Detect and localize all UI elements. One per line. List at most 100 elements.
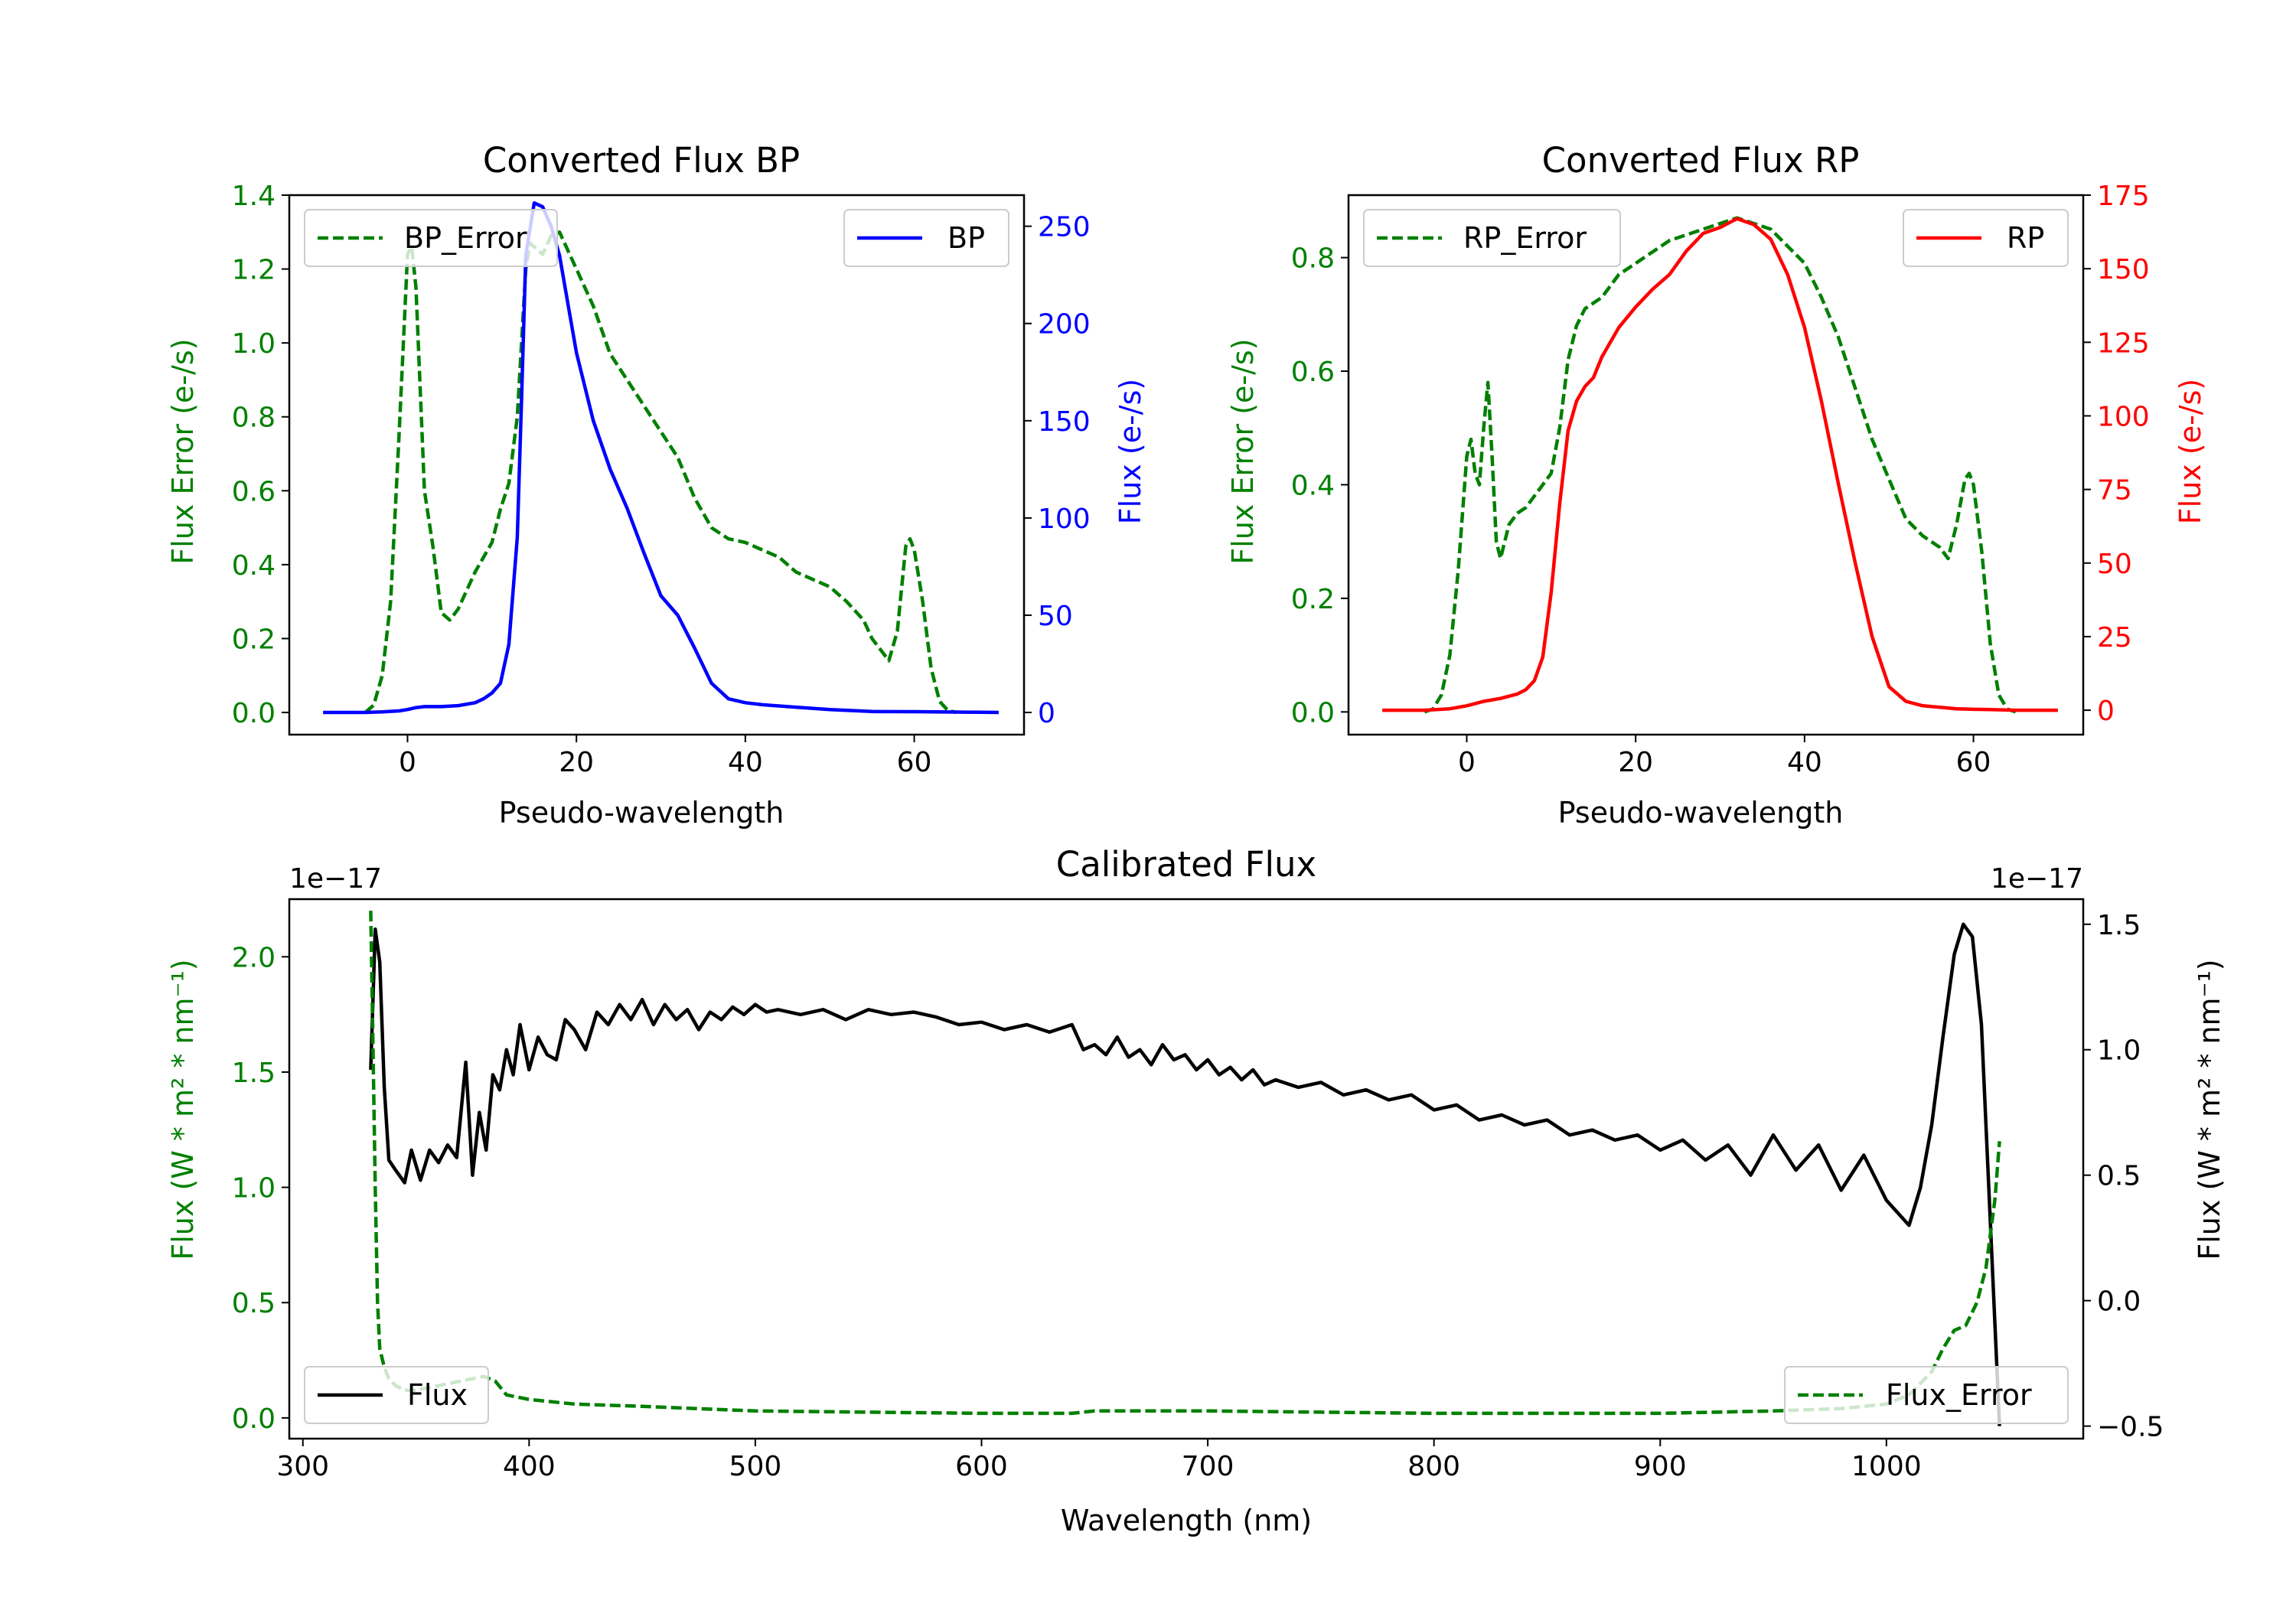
y-right-tick-label: 100 <box>2097 401 2150 432</box>
y-right-tick-label: 100 <box>1038 504 1091 535</box>
plot-frame <box>288 194 1026 736</box>
legend-left: BP_Error <box>304 209 558 267</box>
x-tick-label: 700 <box>1182 1451 1234 1482</box>
series-line-flux <box>369 922 2001 1426</box>
chart-title: Converted Flux BP <box>483 140 800 181</box>
y-left-tick-label: 1.0 <box>232 328 276 360</box>
plot-frame <box>288 898 2085 1440</box>
series-line-bp-error <box>364 230 957 715</box>
y-left-tick-label: 0.0 <box>232 1403 276 1435</box>
x-axis-label: Pseudo-wavelength <box>499 796 784 830</box>
y-left-tick-label: 2.0 <box>232 942 276 973</box>
legend-label-rp: RP <box>2007 221 2044 255</box>
x-tick-label: 60 <box>897 747 932 778</box>
ticks-layer: 0 20 40 60 0.0 0.2 0.4 0.6 0.8 1.0 1.2 1.4 0 50 100 150… <box>232 181 1091 778</box>
ticks-layer: 0 20 40 60 0.0 0.2 0.4 0.6 0.8 0 25 50 75 100 125 150 17… <box>1291 181 2150 778</box>
x-axis-label: Wavelength (nm) <box>1061 1504 1312 1537</box>
x-tick-label: 1000 <box>1851 1451 1922 1482</box>
series-line-rp <box>1382 217 2058 712</box>
plot-frame <box>1347 194 2085 736</box>
legend-box <box>304 1366 489 1424</box>
y-left-tick-label: 0.4 <box>1291 470 1335 501</box>
y-right-tick-label: 1.0 <box>2097 1035 2141 1067</box>
x-tick-label: 600 <box>955 1451 1008 1482</box>
y-axis-left-label: Flux Error (e-/s) <box>166 338 200 564</box>
legend-label-bp-error: BP_Error <box>404 221 527 255</box>
y-left-tick-label: 0.8 <box>1291 243 1335 275</box>
legend-box <box>1363 209 1621 267</box>
y-left-tick-label: 0.4 <box>232 550 276 582</box>
legend-box <box>1903 209 2069 267</box>
y-left-tick-label: 0.0 <box>1291 697 1335 729</box>
y-axis-right-label: Flux (e-/s) <box>2174 379 2207 524</box>
y-axis-left-label: Flux Error (e-/s) <box>1226 338 1260 564</box>
series-line-flux-error <box>369 911 2001 1416</box>
y-left-tick-label: 0.6 <box>1291 357 1335 388</box>
y-axis-right-label: Flux (e-/s) <box>1114 379 1147 524</box>
y-left-tick-label: 1.5 <box>232 1058 276 1089</box>
y-right-tick-label: 1.5 <box>2097 910 2141 941</box>
ticks-layer: 300 400 500 600 700 800 900 1000 0.0 0.5 1.0 1.5 2.0… <box>232 910 2164 1482</box>
y-right-tick-label: 150 <box>2097 254 2150 285</box>
y-right-tick-label: 0.0 <box>2097 1286 2141 1318</box>
y-left-tick-label: 0.6 <box>232 476 276 507</box>
legend-left: Flux <box>304 1366 489 1424</box>
y-axis-left-label: Flux (W * m² * nm⁻¹) <box>166 959 200 1260</box>
y-right-tick-label: 175 <box>2097 181 2150 212</box>
y-right-tick-label: 200 <box>1038 309 1091 341</box>
legend-box <box>1784 1366 2069 1424</box>
y-axis-right-label: Flux (W * m² * nm⁻¹) <box>2193 959 2226 1260</box>
series-layer <box>369 911 2001 1426</box>
y-right-tick-label: 50 <box>1038 601 1073 632</box>
y-left-tick-label: 0.2 <box>232 624 276 655</box>
y-left-tick-label: 0.0 <box>232 698 276 729</box>
x-axis-label: Pseudo-wavelength <box>1558 796 1844 830</box>
y-right-tick-label: 0.5 <box>2097 1161 2141 1192</box>
legend-box <box>304 209 558 267</box>
x-tick-label: 400 <box>503 1451 556 1482</box>
y-left-tick-label: 0.5 <box>232 1288 276 1319</box>
legend-right: Flux_Error <box>1784 1366 2069 1424</box>
chart-converted-flux-rp: Converted Flux RP Pseudo-wavelength Flux… <box>1226 140 2207 830</box>
y-right-tick-label: 125 <box>2097 328 2150 359</box>
y-right-tick-label: 0 <box>2097 696 2115 727</box>
legend-label-rp-error: RP_Error <box>1463 221 1587 255</box>
y-right-tick-label: 0 <box>1038 698 1055 729</box>
x-tick-label: 900 <box>1634 1451 1687 1482</box>
y-right-tick-label: 75 <box>2097 475 2132 507</box>
x-tick-label: 20 <box>559 747 594 778</box>
x-tick-label: 20 <box>1618 747 1653 778</box>
series-line-rp-error <box>1424 216 2017 714</box>
x-tick-label: 300 <box>276 1451 329 1482</box>
y-left-tick-label: 1.4 <box>232 181 276 212</box>
legend-left: RP_Error <box>1363 209 1621 267</box>
series-layer <box>1382 216 2058 714</box>
legend-right: RP <box>1903 209 2069 267</box>
chart-converted-flux-bp: Converted Flux BP Pseudo-wavelength Flux… <box>166 140 1147 830</box>
x-tick-label: 0 <box>1458 747 1476 778</box>
y-axis-right-offset: 1e−17 <box>1991 863 2083 895</box>
chart-calibrated-flux: Calibrated Flux Wavelength (nm) Flux (W … <box>166 844 2226 1537</box>
legend-label-bp: BP <box>947 221 985 255</box>
x-tick-label: 40 <box>1787 747 1822 778</box>
y-right-tick-label: −0.5 <box>2097 1412 2164 1443</box>
chart-title: Converted Flux RP <box>1542 140 1860 181</box>
legend-right: BP <box>843 209 1009 267</box>
chart-title: Calibrated Flux <box>1056 844 1316 885</box>
y-right-tick-label: 25 <box>2097 622 2132 654</box>
x-tick-label: 60 <box>1956 747 1991 778</box>
legend-box <box>843 209 1009 267</box>
y-left-tick-label: 0.8 <box>232 403 276 434</box>
y-left-tick-label: 1.2 <box>232 255 276 286</box>
legend-label-flux-error: Flux_Error <box>1886 1378 2032 1412</box>
y-left-tick-label: 1.0 <box>232 1173 276 1204</box>
x-tick-label: 0 <box>399 747 416 778</box>
legend-label-flux: Flux <box>407 1378 468 1412</box>
x-tick-label: 800 <box>1407 1451 1460 1482</box>
y-right-tick-label: 250 <box>1038 212 1091 243</box>
y-axis-left-offset: 1e−17 <box>289 863 382 895</box>
y-right-tick-label: 150 <box>1038 406 1091 438</box>
x-tick-label: 500 <box>729 1451 782 1482</box>
